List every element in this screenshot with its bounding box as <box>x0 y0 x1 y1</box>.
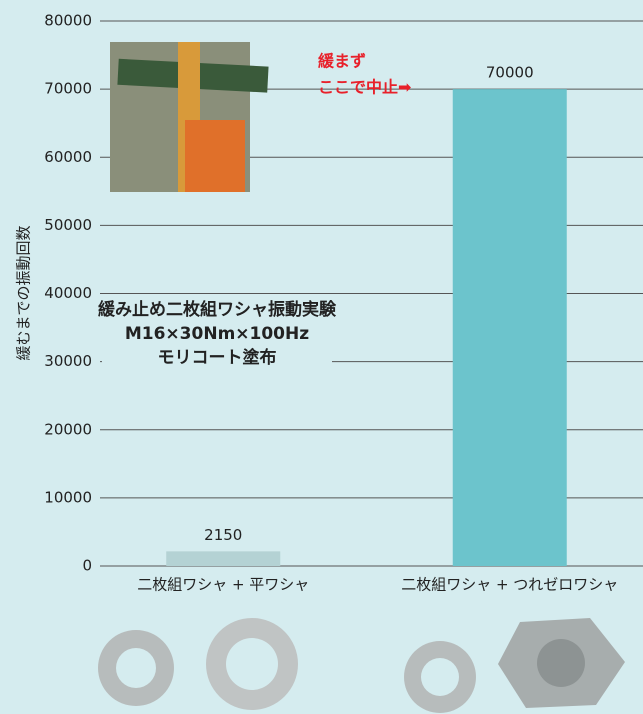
y-tick-label: 20000 <box>44 420 92 438</box>
annotation-bg <box>102 322 332 346</box>
annotation: M16×30Nm×100Hz <box>125 324 309 344</box>
annotation-bg <box>102 346 332 370</box>
note: 緩まず <box>318 52 366 71</box>
value-label: 2150 <box>204 526 242 544</box>
value-label: 70000 <box>486 64 534 82</box>
y-tick-label: 30000 <box>44 352 92 370</box>
plot: 0 10000 20000 30000 40000 50000 60000 70000 8000… <box>44 12 643 594</box>
y-tick-label: 70000 <box>44 80 92 98</box>
y-tick-label: 60000 <box>44 148 92 166</box>
annotation-bg <box>102 298 332 322</box>
y-axis-label: 緩むまでの振動回数 <box>15 225 33 360</box>
y-tick-label: 80000 <box>44 12 92 30</box>
y-tick-label: 10000 <box>44 488 92 506</box>
y-tick-label: 50000 <box>44 216 92 234</box>
x-tick-label: 二枚組ワシャ + 平ワシャ <box>137 576 309 594</box>
x-tick-label: 二枚組ワシャ + つれゼロワシャ <box>401 576 618 594</box>
bar <box>166 551 281 566</box>
annotation: モリコート塗布 <box>158 347 277 368</box>
note: ここで中止➡ <box>318 78 411 97</box>
bar <box>452 89 567 566</box>
photo <box>110 42 269 192</box>
y-tick-label: 0 <box>82 557 92 575</box>
y-tick-label: 40000 <box>44 284 92 302</box>
washer-images <box>98 618 625 713</box>
annotation: 緩み止め二枚組ワシャ振動実験 <box>98 299 337 320</box>
